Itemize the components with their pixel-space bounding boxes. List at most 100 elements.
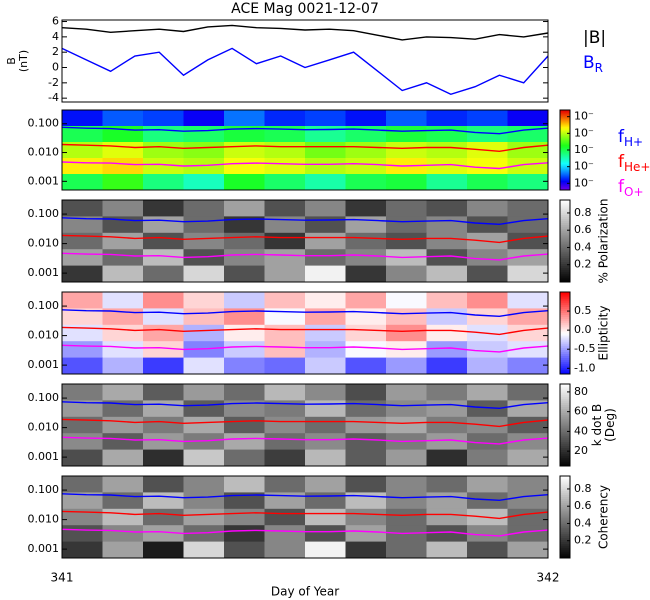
heatmap-cell [467,384,508,401]
colorbar-step [560,545,570,549]
heatmap-cell [143,174,184,191]
heatmap-cell [183,324,225,342]
colorbar-step [560,527,570,530]
heatmap-cell [183,200,225,217]
heatmap-cell [386,541,427,559]
colorbar-step [560,341,570,344]
heatmap-cell [507,449,549,467]
colorbar-step [560,156,570,159]
heatmap-cell [143,324,184,342]
colorbar-frame [559,291,571,375]
heatmap-cell [386,416,427,434]
colorbar-tick-label: 0.6 [574,223,592,236]
colorbar-step [560,500,570,504]
colorbar-step [560,206,570,209]
heatmap-cell [467,249,508,267]
heatmap-cell [264,357,306,375]
heatmap-cell [386,126,427,143]
colorbar-step [560,502,570,506]
heatmap-cell [183,216,225,234]
heatmap-cell [224,292,265,309]
colorbar-step [560,136,570,139]
colorbar-step [560,555,570,559]
colorbar-step [560,508,570,512]
heatmap-cell [467,541,508,559]
heatmap-cell [102,142,144,159]
y-tick-label: 0.010 [28,329,60,342]
heatmap-cell [224,416,265,434]
colorbar-step [560,345,570,348]
y-tick-label: 0.010 [28,237,60,250]
colorbar-step [560,337,570,340]
series-line [61,344,549,353]
colorbar-step [560,388,570,391]
heatmap-cell [467,265,508,283]
heatmap-cell [183,174,225,191]
heatmap-cell [426,308,468,326]
colorbar-step [560,226,570,230]
colorbar-tick-label: -0.5 [574,342,595,355]
colorbar-step [560,461,570,465]
heatmap-cell [102,449,144,467]
colorbar-label: % Polarization [597,199,611,284]
heatmap-cell [183,433,225,451]
series-line [61,47,549,96]
colorbar-step [560,126,570,129]
heatmap-cell [62,249,103,267]
y-tick-label: 0.010 [28,513,60,526]
colorbar-step [560,330,570,334]
colorbar-tick-label: 0.4 [574,516,592,529]
heatmap-cell [426,476,468,493]
heatmap-cell [467,158,508,175]
colorbar-step [560,351,570,354]
heatmap-cell [102,508,144,526]
colorbar-step [560,490,570,493]
heatmap-cell [426,541,468,559]
colorbar-step [560,425,570,428]
colorbar-tick-label: 0.8 [574,206,592,219]
heatmap-cell [143,525,184,543]
colorbar-tick-label: -1.0 [574,361,595,374]
colorbar-step [560,184,570,187]
heatmap-cell [345,341,387,359]
series-line [61,24,549,41]
heatmap-cell [386,324,427,342]
colorbar-step [560,418,570,422]
colorbar-label: (Deg) [603,408,617,442]
heatmap-cell [62,492,103,510]
colorbar-step [560,259,570,262]
heatmap-cell [305,541,346,559]
heatmap-cell [143,308,184,326]
colorbar-step [560,523,570,526]
heatmap-cell [143,384,184,401]
heatmap-cell [426,384,468,401]
heatmap-cell [467,357,508,375]
colorbar-step [560,543,570,547]
chart-title: ACE Mag 0021-12-07 [231,1,379,17]
colorbar-step [560,186,570,189]
colorbar-tick-label: 0.0 [574,323,592,336]
colorbar-step [560,441,570,444]
colorbar-step [560,447,570,451]
colorbar-step [560,484,570,487]
colorbar-step [560,116,570,119]
heatmap-cell [386,216,427,234]
heatmap-cell [305,174,346,191]
heatmap-cell [345,416,387,434]
colorbar-step [560,349,570,352]
heatmap-cell [386,357,427,375]
colorbar-step [560,335,570,338]
colorbar-step [560,478,570,481]
heatmap-cell [345,174,387,191]
heatmap-cell [426,249,468,267]
heatmap-cell [467,110,508,127]
colorbar-step [560,255,570,258]
y-tick-label: 0.010 [28,146,60,159]
x-tick-label: 342 [537,571,560,585]
series-line [61,143,549,153]
colorbar-step [560,404,570,408]
heatmap-cell [305,416,346,434]
heatmap-cell [426,232,468,250]
heatmap-cell [305,308,346,326]
